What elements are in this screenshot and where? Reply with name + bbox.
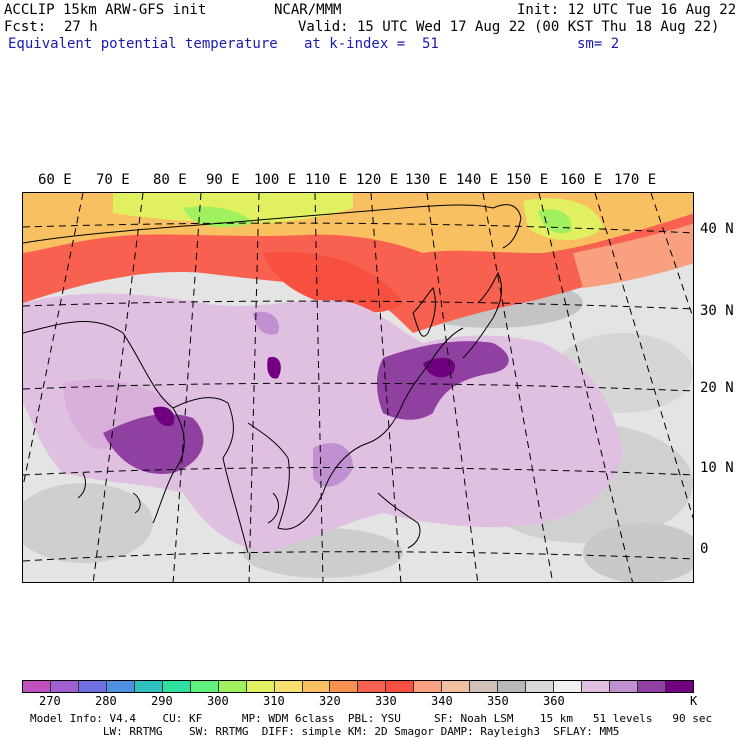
colorbar-swatch — [358, 681, 387, 692]
colorbar-swatch — [50, 681, 79, 692]
colorbar-swatch — [386, 681, 415, 692]
organization-label: NCAR/MMM — [274, 2, 342, 18]
colorbar-swatch — [218, 681, 247, 692]
model-info-line2: LW: RRTMG SW: RRTMG DIFF: simple KM: 2D … — [30, 725, 620, 738]
model-title: ACCLIP 15km ARW-GFS init — [4, 2, 207, 18]
colorbar-swatch — [526, 681, 555, 692]
forecast-hour: 27 h — [64, 19, 98, 35]
valid-time: Valid: 15 UTC Wed 17 Aug 22 (00 KST Thu … — [298, 19, 720, 35]
smoothing-label: sm= 2 — [577, 36, 620, 52]
colorbar-swatch — [106, 681, 135, 692]
colorbar — [22, 680, 694, 693]
colorbar-swatch — [246, 681, 275, 692]
model-info-line1: Model Info: V4.4 CU: KF MP: WDM 6class P… — [30, 712, 713, 725]
longitude-label: 60 E — [38, 172, 72, 188]
longitude-label: 170 E — [614, 172, 657, 188]
map-panel — [22, 192, 694, 583]
latitude-label: 30 N — [700, 303, 734, 319]
colorbar-unit: K — [690, 694, 698, 708]
colorbar-swatch — [23, 681, 51, 692]
colorbar-tick-label: 360 — [543, 694, 565, 708]
graticule — [23, 193, 693, 582]
colorbar-tick-label: 320 — [319, 694, 341, 708]
longitude-label: 100 E — [254, 172, 297, 188]
level-label: at k-index = 51 — [304, 36, 439, 52]
colorbar-swatch — [162, 681, 191, 692]
colorbar-swatch — [582, 681, 611, 692]
longitude-label: 150 E — [506, 172, 549, 188]
longitude-label: 160 E — [560, 172, 603, 188]
theta-e-field-map — [23, 193, 693, 582]
field-name: Equivalent potential temperature — [8, 36, 278, 52]
colorbar-swatch — [190, 681, 219, 692]
colorbar-swatch — [330, 681, 359, 692]
longitude-label: 130 E — [405, 172, 448, 188]
longitude-label: 120 E — [356, 172, 399, 188]
colorbar-tick-label: 300 — [207, 694, 229, 708]
colorbar-swatch — [442, 681, 471, 692]
latitude-label: 40 N — [700, 221, 734, 237]
longitude-label: 140 E — [456, 172, 499, 188]
colorbar-swatch — [302, 681, 331, 692]
colorbar-swatch — [498, 681, 527, 692]
longitude-label: 70 E — [96, 172, 130, 188]
colorbar-tick-label: 330 — [375, 694, 397, 708]
colorbar-tick-label: 340 — [431, 694, 453, 708]
latitude-label: 10 N — [700, 460, 734, 476]
colorbar-swatch — [414, 681, 443, 692]
init-time: Init: 12 UTC Tue 16 Aug 22 — [517, 2, 737, 18]
longitude-label: 110 E — [305, 172, 348, 188]
longitude-label: 90 E — [206, 172, 240, 188]
colorbar-swatch — [134, 681, 163, 692]
colorbar-swatch — [610, 681, 638, 692]
colorbar-tick-label: 280 — [95, 694, 117, 708]
warm-band-north — [23, 193, 693, 333]
colorbar-tick-label: 290 — [151, 694, 173, 708]
forecast-label: Fcst: — [4, 19, 47, 35]
moist-cores-dark — [103, 311, 509, 487]
colorbar-swatch — [637, 681, 666, 692]
colorbar-tick-label: 310 — [263, 694, 285, 708]
longitude-label: 80 E — [153, 172, 187, 188]
colorbar-tick-label: 270 — [39, 694, 61, 708]
colorbar-swatch — [554, 681, 583, 692]
latitude-label: 0 — [700, 541, 709, 557]
colorbar-swatch — [78, 681, 107, 692]
colorbar-swatch — [274, 681, 303, 692]
colorbar-tick-label: 350 — [487, 694, 509, 708]
colorbar-swatch — [665, 681, 693, 692]
latitude-label: 20 N — [700, 380, 734, 396]
colorbar-swatch — [470, 681, 499, 692]
